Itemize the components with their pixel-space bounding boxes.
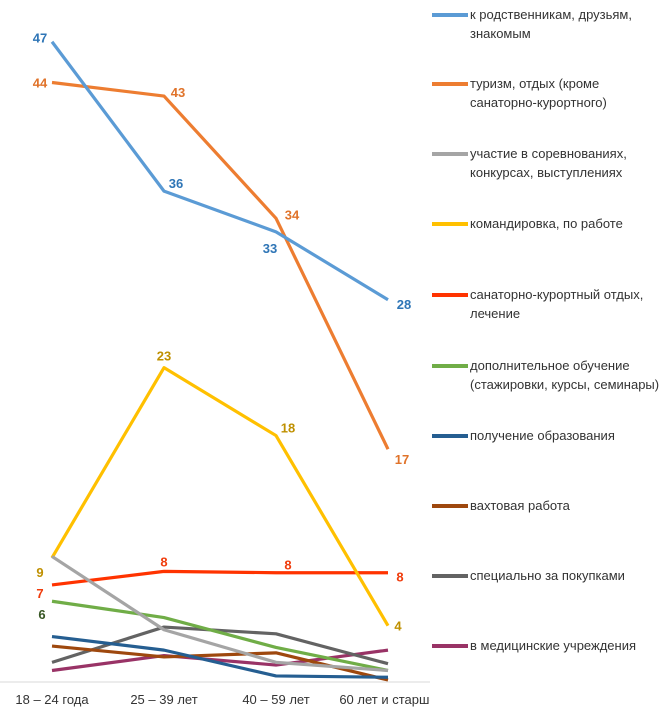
x-tick-label: 18 – 24 года bbox=[15, 692, 89, 707]
legend-label: участие в соревнованиях, конкурсах, выст… bbox=[470, 146, 627, 180]
data-label: 44 bbox=[33, 75, 48, 90]
legend-item: дополнительное обучение (стажировки, кур… bbox=[432, 356, 662, 394]
legend-item: туризм, отдых (кроме санаторно-курортног… bbox=[432, 74, 662, 112]
legend-item: в медицинские учреждения bbox=[432, 636, 662, 655]
data-label: 34 bbox=[285, 207, 300, 222]
data-label: 23 bbox=[157, 349, 171, 364]
series-line bbox=[51, 599, 389, 673]
data-label: 7 bbox=[36, 586, 43, 601]
x-tick-label: 25 – 39 лет bbox=[130, 692, 197, 707]
data-label: 6 bbox=[38, 607, 45, 622]
legend-label: вахтовая работа bbox=[470, 498, 570, 513]
data-label: 33 bbox=[263, 241, 277, 256]
legend-label: командировка, по работе bbox=[470, 216, 623, 231]
legend-item: специально за покупками bbox=[432, 566, 662, 585]
legend-swatch bbox=[432, 644, 468, 648]
x-tick-label: 40 – 59 лет bbox=[242, 692, 309, 707]
data-label: 36 bbox=[169, 176, 183, 191]
series-line bbox=[51, 555, 389, 673]
data-label: 47 bbox=[33, 31, 47, 46]
line-chart: 18 – 24 года 25 – 39 лет 40 – 59 лет 60 лет… bbox=[0, 31, 430, 707]
x-tick-label: 60 лет и старше bbox=[339, 692, 430, 707]
data-label: 8 bbox=[396, 570, 403, 585]
series-line bbox=[51, 80, 390, 450]
legend-swatch bbox=[432, 434, 468, 438]
legend-item: вахтовая работа bbox=[432, 496, 662, 515]
legend-swatch bbox=[432, 152, 468, 156]
data-label: 18 bbox=[281, 421, 295, 436]
data-label: 8 bbox=[160, 554, 167, 569]
data-label: 9 bbox=[36, 565, 43, 580]
legend-item: участие в соревнованиях, конкурсах, выст… bbox=[432, 144, 662, 182]
series-line bbox=[50, 366, 390, 627]
series-line bbox=[51, 569, 388, 587]
legend-label: туризм, отдых (кроме санаторно-курортног… bbox=[470, 76, 607, 110]
legend-item: санаторно-курортный отдых, лечение bbox=[432, 285, 662, 323]
legend-label: получение образования bbox=[470, 428, 615, 443]
legend-label: в медицинские учреждения bbox=[470, 638, 637, 653]
legend-swatch bbox=[432, 293, 468, 297]
legend-swatch bbox=[432, 13, 468, 17]
data-label: 8 bbox=[284, 558, 291, 573]
legend-item: командировка, по работе bbox=[432, 214, 662, 233]
data-label: 28 bbox=[397, 297, 411, 312]
legend-swatch bbox=[432, 222, 468, 226]
legend-label: дополнительное обучение (стажировки, кур… bbox=[470, 358, 660, 392]
series-line bbox=[51, 634, 389, 679]
data-label: 43 bbox=[171, 85, 185, 100]
legend-label: санаторно-курортный отдых, лечение bbox=[470, 287, 644, 321]
legend-label: к родственникам, друзьям, знакомым bbox=[470, 7, 632, 41]
legend-swatch bbox=[432, 574, 468, 578]
legend-swatch bbox=[432, 364, 468, 368]
legend-item: получение образования bbox=[432, 426, 662, 445]
series-line bbox=[50, 40, 389, 302]
data-label: 17 bbox=[395, 452, 409, 467]
legend-swatch bbox=[432, 82, 468, 86]
data-label: 4 bbox=[394, 619, 402, 634]
legend-item: к родственникам, друзьям, знакомым bbox=[432, 5, 662, 43]
legend-swatch bbox=[432, 504, 468, 508]
legend-label: специально за покупками bbox=[470, 568, 625, 583]
